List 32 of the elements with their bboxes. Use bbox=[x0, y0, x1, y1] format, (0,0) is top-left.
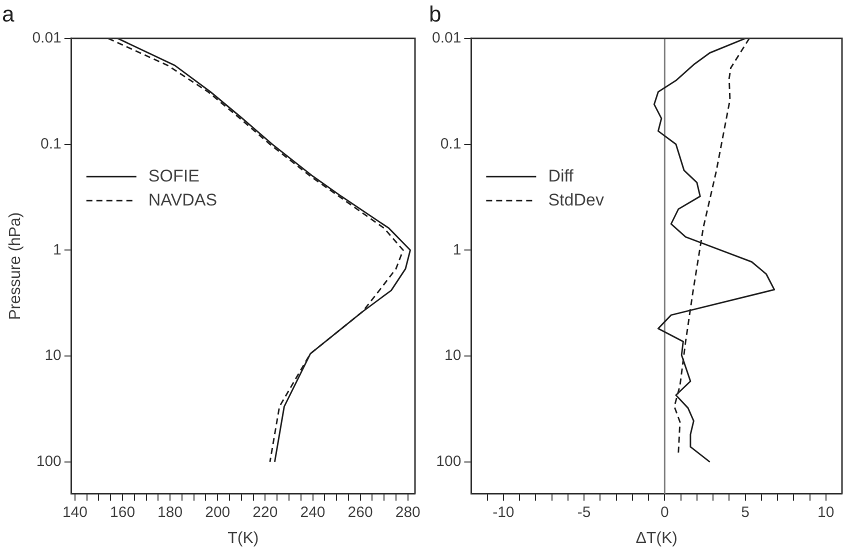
x-tick-label: -5 bbox=[577, 504, 591, 521]
x-tick-label: 260 bbox=[348, 504, 373, 521]
x-tick-label: 0 bbox=[660, 504, 669, 521]
y-tick-label: 100 bbox=[36, 453, 62, 470]
x-tick-label: 280 bbox=[395, 504, 420, 521]
y-tick-label: 1 bbox=[452, 241, 462, 258]
x-axis-title: ΔT(K) bbox=[636, 530, 678, 547]
y-tick-label: 1 bbox=[53, 241, 62, 258]
x-tick-label: 5 bbox=[741, 504, 750, 521]
x-tick-label: -10 bbox=[492, 504, 514, 521]
x-tick-label: 240 bbox=[300, 504, 326, 521]
x-tick-label: 140 bbox=[62, 504, 88, 521]
y-tick-label: 0.01 bbox=[432, 30, 462, 47]
y-tick-label: 0.01 bbox=[32, 30, 62, 47]
legend-label: Diff bbox=[548, 166, 574, 186]
y-tick-label: 100 bbox=[436, 453, 462, 470]
legend-label: StdDev bbox=[548, 190, 604, 210]
legend-label: NAVDAS bbox=[148, 190, 218, 210]
x-axis-title: T(K) bbox=[228, 530, 259, 547]
x-tick-label: 10 bbox=[818, 504, 834, 521]
legend-label: SOFIE bbox=[148, 166, 200, 186]
y-tick-label: 10 bbox=[44, 347, 62, 364]
y-axis-title: Pressure (hPa) bbox=[7, 212, 24, 320]
y-tick-label: 0.1 bbox=[40, 135, 62, 152]
y-tick-label: 10 bbox=[444, 347, 462, 364]
chart-title: a bbox=[2, 1, 15, 26]
x-tick-label: 160 bbox=[110, 504, 136, 521]
chart-title: b bbox=[429, 1, 442, 26]
x-tick-label: 220 bbox=[252, 504, 278, 521]
x-tick-label: 180 bbox=[158, 504, 183, 521]
x-tick-label: 200 bbox=[205, 504, 230, 521]
y-tick-label: 0.1 bbox=[440, 135, 462, 152]
